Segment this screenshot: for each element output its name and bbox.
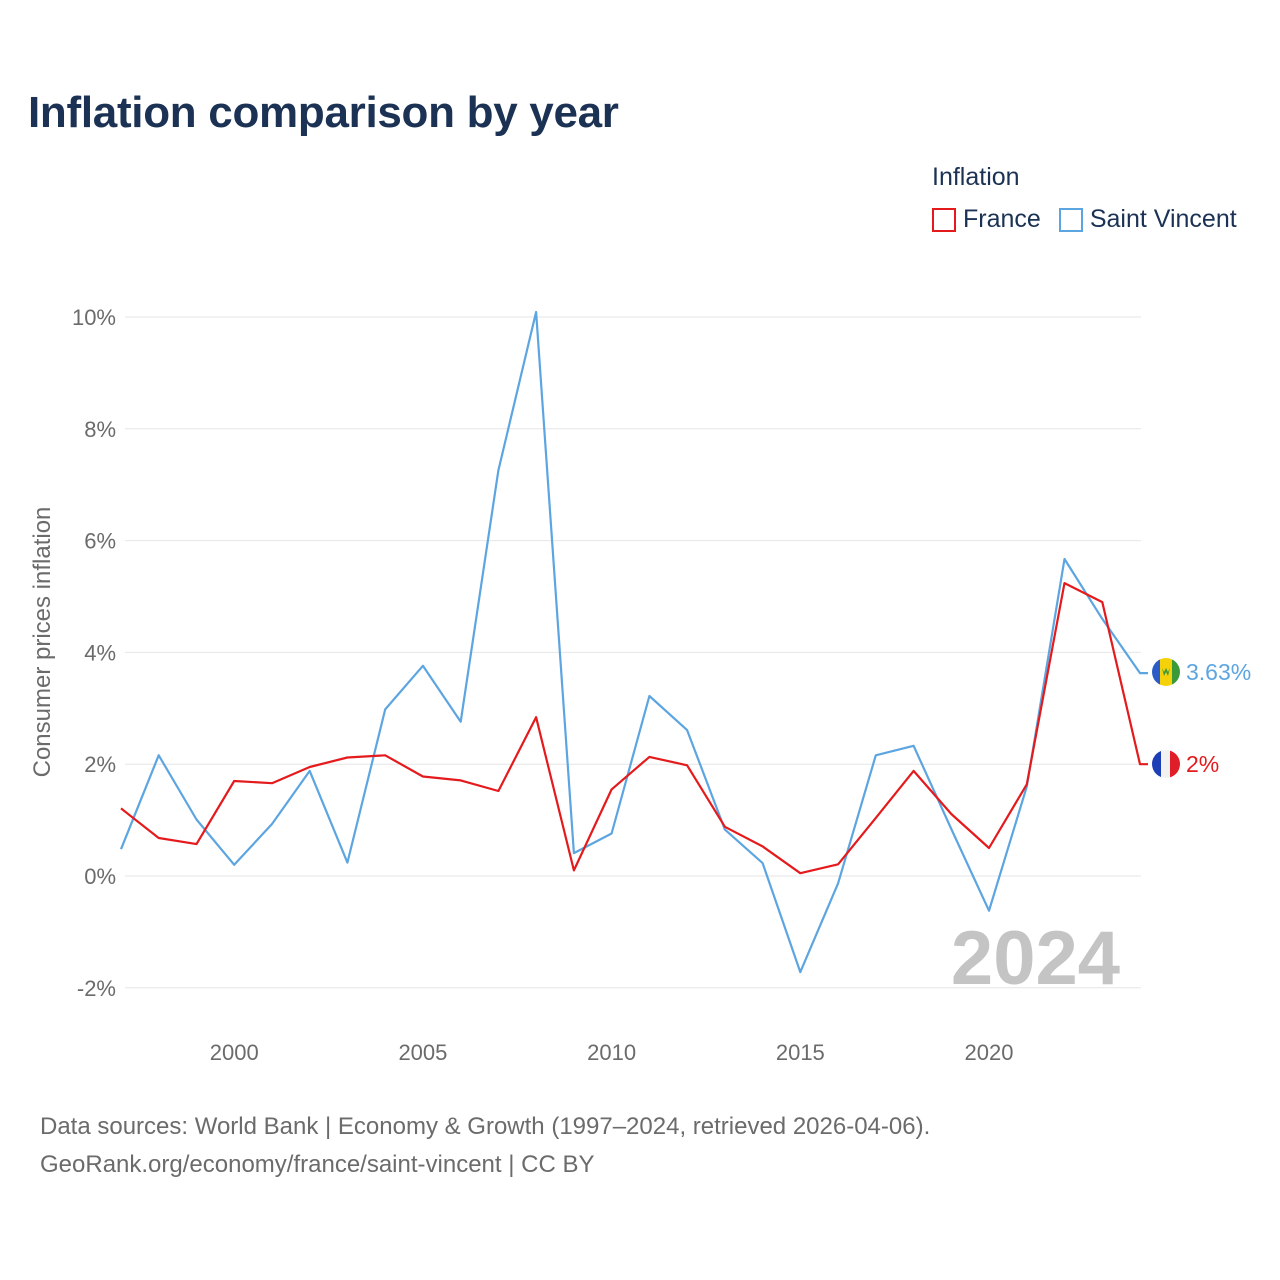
gridlines — [125, 316, 1141, 989]
series-lines — [119, 310, 1148, 974]
source-line-1: Data sources: World Bank | Economy & Gro… — [40, 1113, 931, 1140]
y-axis-label: Consumer prices inflation — [29, 507, 56, 778]
y-tick-label: 4% — [84, 640, 116, 665]
legend-swatch-france — [932, 207, 956, 232]
end-label-france: 2% — [1186, 751, 1219, 777]
y-tick-label: 0% — [84, 864, 116, 889]
france-flag-icon — [1152, 750, 1180, 778]
source-note: Data sources: World Bank | Economy & Gro… — [40, 1108, 930, 1184]
legend-item-saint-vincent[interactable]: Saint Vincent — [1058, 205, 1237, 234]
y-axis-ticks: -2% 0% 2% 4% 6% 8% 10% — [72, 305, 116, 1001]
legend-title: Inflation — [932, 163, 1020, 191]
x-tick-label: 2000 — [210, 1040, 259, 1065]
x-axis-ticks: 2000 2005 2010 2015 2020 — [210, 1040, 1014, 1065]
end-label-saint-vincent: 3.63% — [1186, 659, 1251, 685]
series-line-france[interactable] — [120, 581, 1148, 875]
legend-swatch-saint-vincent — [1058, 207, 1083, 232]
legend: France Saint Vincent — [932, 205, 1255, 234]
x-tick-label: 2010 — [587, 1040, 636, 1065]
x-tick-label: 2005 — [398, 1040, 447, 1065]
line-chart: -2% 0% 2% 4% 6% 8% 10% 2000 2005 2010 2015 2020 Co… — [29, 305, 1251, 1065]
y-tick-label: 6% — [84, 529, 116, 554]
series-line-saint-vincent[interactable] — [119, 310, 1148, 974]
legend-item-france[interactable]: France — [932, 205, 1041, 234]
chart-title: Inflation comparison by year — [28, 88, 619, 137]
legend-label-france: France — [963, 205, 1041, 233]
y-tick-label: 10% — [72, 305, 116, 330]
saint-vincent-flag-icon — [1152, 658, 1180, 686]
y-tick-label: -2% — [77, 976, 116, 1001]
source-line-2[interactable]: GeoRank.org/economy/france/saint-vincent… — [40, 1151, 595, 1178]
year-watermark: 2024 — [951, 916, 1120, 1001]
x-tick-label: 2020 — [965, 1040, 1014, 1065]
legend-label-saint-vincent: Saint Vincent — [1089, 205, 1237, 233]
y-tick-label: 8% — [84, 417, 116, 442]
x-tick-label: 2015 — [776, 1040, 825, 1065]
y-tick-label: 2% — [84, 752, 116, 777]
